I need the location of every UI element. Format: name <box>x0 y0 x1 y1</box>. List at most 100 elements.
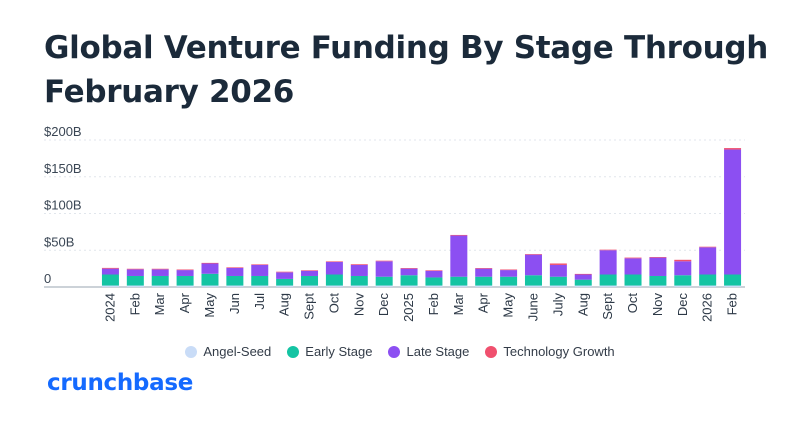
bar-segment-late-stage <box>251 264 269 276</box>
x-tick-label: Sept <box>600 293 615 320</box>
bar-segment-early-stage <box>524 275 542 286</box>
bar-segment-early-stage <box>151 275 169 286</box>
bar-segment-angel-seed <box>624 285 642 287</box>
x-tick-label: Feb <box>127 293 142 315</box>
legend-label: Early Stage <box>305 344 373 359</box>
bar-segment-late-stage <box>226 267 244 276</box>
bar-segment-angel-seed <box>350 285 368 287</box>
bar-segment-late-stage <box>649 257 667 276</box>
bar-segment-angel-seed <box>649 285 667 287</box>
bar-segment-early-stage <box>549 276 567 286</box>
bar-segment-late-stage <box>500 270 518 277</box>
bar-segment-technology-growth <box>624 257 642 259</box>
x-tick-label: Nov <box>351 293 366 317</box>
y-tick-label: $150B <box>44 161 82 176</box>
bar-segment-technology-growth <box>549 263 567 265</box>
bar-segment-technology-growth <box>400 268 418 269</box>
bar-segment-technology-growth <box>450 234 468 236</box>
x-tick-label: Dec <box>376 293 391 317</box>
bar-segment-late-stage <box>475 268 493 277</box>
x-tick-label: May <box>202 293 217 318</box>
bar-segment-late-stage <box>400 268 418 276</box>
bar-segment-angel-seed <box>325 285 343 287</box>
x-tick-label: Sept <box>302 293 317 320</box>
bar-segment-early-stage <box>475 276 493 286</box>
x-tick-label: Aug <box>575 293 590 316</box>
legend-swatch <box>485 345 498 358</box>
bar-segment-early-stage <box>724 274 742 286</box>
x-tick-label: 2024 <box>102 293 117 322</box>
y-tick-label: 0 <box>44 271 51 286</box>
bar-segment-late-stage <box>301 270 319 276</box>
bar-segment-angel-seed <box>425 285 443 287</box>
bar-segment-early-stage <box>251 275 269 286</box>
x-tick-label: Mar <box>451 292 466 315</box>
bar-segment-early-stage <box>176 275 194 286</box>
bar-segment-early-stage <box>325 274 343 286</box>
bar-segment-angel-seed <box>475 285 493 287</box>
bar-segment-technology-growth <box>201 262 219 264</box>
bar-segment-early-stage <box>201 273 219 286</box>
bar-segment-early-stage <box>674 275 692 286</box>
x-tick-label: July <box>550 293 565 317</box>
bar-segment-technology-growth <box>425 270 443 271</box>
bar-segment-technology-growth <box>674 259 692 262</box>
x-tick-label: Oct <box>625 293 640 314</box>
bar-segment-technology-growth <box>101 267 119 269</box>
bar-segment-late-stage <box>276 272 294 279</box>
bar-segment-late-stage <box>524 254 542 276</box>
bar-segment-angel-seed <box>599 285 617 287</box>
bar-segment-early-stage <box>624 274 642 286</box>
bar-segment-late-stage <box>201 263 219 274</box>
bar-segment-technology-growth <box>375 260 393 262</box>
bar-segment-late-stage <box>574 274 592 280</box>
legend-swatch <box>388 345 401 358</box>
bar-segment-late-stage <box>724 149 742 275</box>
bar-segment-angel-seed <box>126 285 144 287</box>
legend-label: Technology Growth <box>503 344 615 359</box>
bar-segment-late-stage <box>350 264 368 276</box>
chart-legend: Angel-Seed Early Stage Late Stage Technolog… <box>0 344 800 359</box>
bar-segment-late-stage <box>599 250 617 275</box>
bar-segment-late-stage <box>624 258 642 275</box>
x-tick-label: Jul <box>252 293 267 310</box>
bar-segment-early-stage <box>400 275 418 286</box>
x-tick-label: Oct <box>326 293 341 314</box>
bar-segment-early-stage <box>425 277 443 286</box>
stacked-bar-chart: 0 $50B $100B $150B $200B 2024 Feb Mar Apr May Jun J… <box>44 124 745 322</box>
legend-item: Angel-Seed <box>185 344 271 359</box>
legend-item: Technology Growth <box>485 344 615 359</box>
bar-segment-early-stage <box>450 276 468 286</box>
bar-segment-early-stage <box>699 274 717 286</box>
bar-segment-angel-seed <box>549 285 567 287</box>
bar-segment-late-stage <box>325 262 343 275</box>
legend-label: Late Stage <box>406 344 470 359</box>
legend-swatch <box>185 345 198 358</box>
bar-segment-technology-growth <box>699 246 717 248</box>
bar-segment-technology-growth <box>649 257 667 258</box>
x-tick-label: May <box>501 293 516 318</box>
bar-segment-angel-seed <box>375 285 393 287</box>
y-tick-label: $200B <box>44 124 82 139</box>
bar-segment-early-stage <box>126 275 144 286</box>
bar-segment-late-stage <box>126 269 144 276</box>
bar-segment-early-stage <box>276 278 294 286</box>
x-tick-label: Dec <box>675 293 690 317</box>
bar-segment-angel-seed <box>201 285 219 287</box>
legend-label: Angel-Seed <box>203 344 272 359</box>
bar-segment-early-stage <box>301 275 319 286</box>
x-tick-label: 2025 <box>401 293 416 322</box>
bar-segment-late-stage <box>151 269 169 276</box>
legend-item: Early Stage <box>287 344 372 359</box>
bar-segment-angel-seed <box>276 285 294 287</box>
bar-segment-late-stage <box>176 270 194 276</box>
bar-segment-technology-growth <box>251 264 269 265</box>
x-tick-label: 2026 <box>700 293 715 322</box>
bar-segment-technology-growth <box>500 269 518 271</box>
legend-item: Late Stage <box>388 344 469 359</box>
bar-segment-technology-growth <box>350 264 368 265</box>
y-tick-label: $100B <box>44 198 82 213</box>
bar-segment-angel-seed <box>101 285 119 287</box>
bar-segment-early-stage <box>649 275 667 286</box>
bar-segment-technology-growth <box>226 267 244 268</box>
